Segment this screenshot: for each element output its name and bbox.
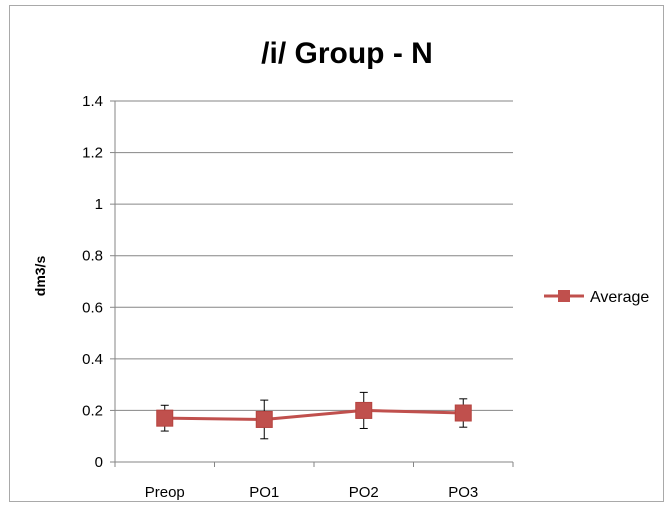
x-tick-label: PO2 xyxy=(349,484,379,501)
legend: Average xyxy=(544,289,649,306)
legend-marker-swatch xyxy=(558,290,570,302)
line-chart: /i/ Group - N dm3/s 0 0.2 0.4 0.6 0.8 1 1.2 1.4… xyxy=(32,37,649,501)
data-point-marker xyxy=(255,410,273,428)
x-tick-label: Preop xyxy=(145,484,185,501)
series-line-average xyxy=(164,408,464,421)
x-tick-label: PO1 xyxy=(249,484,279,501)
chart-title: /i/ Group - N xyxy=(261,37,433,70)
y-tick-label: 1.2 xyxy=(82,145,103,162)
chart-frame: /i/ Group - N dm3/s 0 0.2 0.4 0.6 0.8 1 1.2 1.4… xyxy=(9,5,664,502)
y-tick-label: 0.4 xyxy=(82,351,103,368)
y-tick-label: 0.6 xyxy=(82,299,103,316)
y-tick-label: 0.8 xyxy=(82,248,103,265)
y-tick-label: 0.2 xyxy=(82,402,103,419)
y-tick-label: 0 xyxy=(95,454,103,471)
legend-entry-average: Average xyxy=(590,289,649,306)
series-layer xyxy=(156,391,472,440)
gridlines xyxy=(110,100,514,467)
x-tick-labels: Preop PO1 PO2 PO3 xyxy=(145,484,479,501)
x-tick-label: PO3 xyxy=(448,484,478,501)
data-point-marker xyxy=(355,401,373,419)
y-tick-labels: 0 0.2 0.4 0.6 0.8 1 1.2 1.4 xyxy=(82,93,103,471)
data-point-marker xyxy=(156,409,174,427)
y-tick-label: 1.4 xyxy=(82,93,103,110)
y-tick-label: 1 xyxy=(95,196,103,213)
data-point-marker xyxy=(454,404,472,422)
y-axis-label: dm3/s xyxy=(32,256,48,297)
